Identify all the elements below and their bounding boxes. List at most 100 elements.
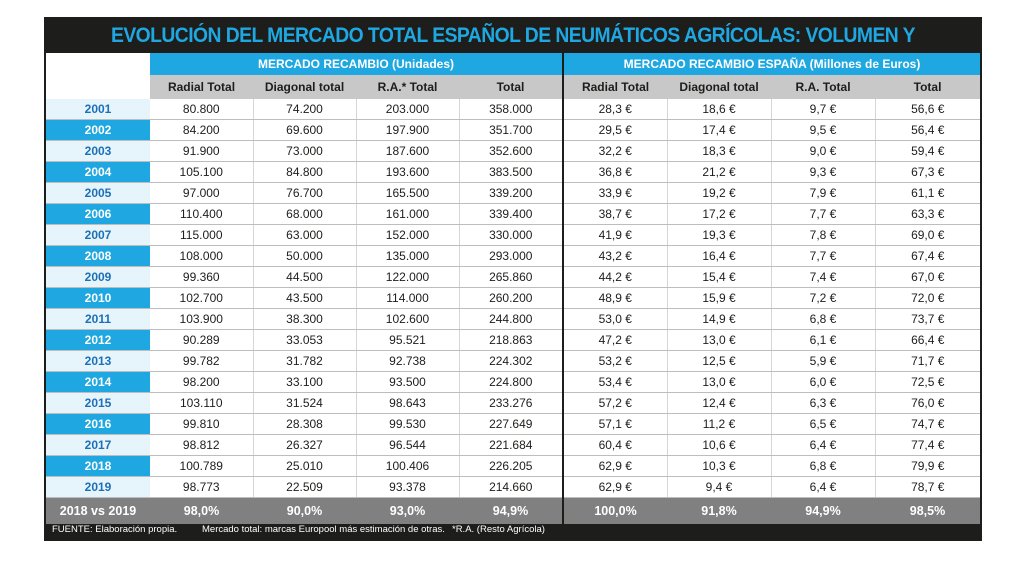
data-cell: 9,4 €	[666, 476, 772, 498]
data-cell: 59,4 €	[874, 140, 981, 162]
data-cell: 66,4 €	[874, 329, 981, 351]
data-cell: 41,9 €	[562, 224, 668, 246]
data-cell: 57,2 €	[562, 392, 668, 414]
year-cell: 2004	[46, 161, 150, 183]
data-cell: 63.000	[252, 224, 356, 246]
data-cell: 43,2 €	[562, 245, 668, 267]
group-header-euros: MERCADO RECAMBIO ESPAÑA (Millones de Eur…	[562, 53, 981, 75]
data-cell: 33.100	[252, 371, 356, 393]
table-row: 2006 110.400 68.000 161.000 339.400 38,7 €17,…	[46, 203, 981, 225]
data-cell: 53,4 €	[562, 371, 668, 393]
data-cell: 26.327	[252, 434, 356, 456]
data-cell: 67,0 €	[874, 266, 981, 288]
data-cell: 244.800	[458, 308, 564, 330]
data-cell: 74.200	[252, 99, 356, 120]
year-cell: 2005	[46, 182, 150, 204]
data-cell: 103.900	[150, 308, 253, 330]
data-cell: 6,1 €	[770, 329, 876, 351]
footer: FUENTE: Elaboración propia. Mercado tota…	[44, 519, 982, 541]
data-cell: 100.406	[355, 455, 459, 477]
data-cell: 19,2 €	[666, 182, 772, 204]
data-cell: 108.000	[150, 245, 253, 267]
data-cell: 57,1 €	[562, 413, 668, 435]
data-cell: 358.000	[458, 99, 564, 120]
data-cell: 74,7 €	[874, 413, 981, 435]
data-cell: 38.300	[252, 308, 356, 330]
data-cell: 6,5 €	[770, 413, 876, 435]
data-cell: 165.500	[355, 182, 459, 204]
summary-label: 2018 vs 2019	[46, 497, 150, 524]
data-cell: 28,3 €	[562, 99, 668, 120]
summary-cell: 93,0%	[356, 497, 459, 524]
data-cell: 193.600	[355, 161, 459, 183]
data-cell: 10,3 €	[666, 455, 772, 477]
data-cell: 22.509	[252, 476, 356, 498]
data-cell: 10,6 €	[666, 434, 772, 456]
data-cell: 99.360	[150, 266, 253, 288]
data-cell: 227.649	[458, 413, 564, 435]
data-cell: 339.200	[458, 182, 564, 204]
table-row: 2015 103.110 31.524 98.643 233.276 57,2 €12,4…	[46, 392, 981, 414]
summary-cell: 98,0%	[150, 497, 253, 524]
year-cell: 2006	[46, 203, 150, 225]
data-cell: 7,7 €	[770, 203, 876, 225]
table-row: 2005 97.000 76.700 165.500 339.200 33,9 €19,2…	[46, 182, 981, 204]
data-cell: 7,7 €	[770, 245, 876, 267]
data-cell: 161.000	[355, 203, 459, 225]
data-cell: 152.000	[355, 224, 459, 246]
data-cell: 72,5 €	[874, 371, 981, 393]
data-cell: 11,2 €	[666, 413, 772, 435]
data-cell: 72,0 €	[874, 287, 981, 309]
data-cell: 44,2 €	[562, 266, 668, 288]
data-cell: 33,9 €	[562, 182, 668, 204]
data-cell: 12,5 €	[666, 350, 772, 372]
data-cell: 98.773	[150, 476, 253, 498]
data-cell: 102.700	[150, 287, 253, 309]
table-row: 2008 108.000 50.000 135.000 293.000 43,2 €16,…	[46, 245, 981, 267]
data-cell: 7,9 €	[770, 182, 876, 204]
summary-cell: 100,0%	[562, 497, 668, 524]
data-cell: 53,0 €	[562, 308, 668, 330]
data-cell: 84.200	[150, 119, 253, 141]
data-cell: 96.544	[355, 434, 459, 456]
data-cell: 102.600	[355, 308, 459, 330]
data-cell: 17,4 €	[666, 119, 772, 141]
data-cell: 92.738	[355, 350, 459, 372]
table-row: 2009 99.360 44.500 122.000 265.860 44,2 €15,4…	[46, 266, 981, 288]
year-cell: 2018	[46, 455, 150, 477]
data-cell: 339.400	[458, 203, 564, 225]
data-cell: 73.000	[252, 140, 356, 162]
data-cell: 31.524	[252, 392, 356, 414]
data-cell: 6,4 €	[770, 476, 876, 498]
data-cell: 69.600	[252, 119, 356, 141]
data-cell: 76,0 €	[874, 392, 981, 414]
data-cell: 218.863	[458, 329, 564, 351]
data-cell: 17,2 €	[666, 203, 772, 225]
data-cell: 25.010	[252, 455, 356, 477]
data-cell: 93.500	[355, 371, 459, 393]
table-frame: EVOLUCIÓN DEL MERCADO TOTAL ESPAÑOL DE N…	[44, 17, 982, 541]
summary-cell: 91,8%	[667, 497, 772, 524]
data-cell: 6,8 €	[770, 455, 876, 477]
year-cell: 2013	[46, 350, 150, 372]
year-cell: 2012	[46, 329, 150, 351]
data-cell: 383.500	[458, 161, 564, 183]
data-cell: 90.289	[150, 329, 253, 351]
table-row: 2001 80.800 74.200 203.000 358.000 28,3 €18,6…	[46, 99, 981, 120]
data-cell: 28.308	[252, 413, 356, 435]
data-cell: 14,9 €	[666, 308, 772, 330]
data-cell: 214.660	[458, 476, 564, 498]
data-cell: 68.000	[252, 203, 356, 225]
data-cell: 69,0 €	[874, 224, 981, 246]
data-cell: 15,9 €	[666, 287, 772, 309]
table-row: 2012 90.289 33.053 95.521 218.863 47,2 €13,0 …	[46, 329, 981, 351]
year-cell: 2003	[46, 140, 150, 162]
data-cell: 19,3 €	[666, 224, 772, 246]
column-header: R.A. Total	[771, 75, 876, 99]
column-header: Radial Total	[562, 75, 668, 99]
data-cell: 95.521	[355, 329, 459, 351]
data-cell: 18,6 €	[666, 99, 772, 120]
column-header: Total	[459, 75, 564, 99]
table-row: 2011 103.900 38.300 102.600 244.800 53,0 €14,…	[46, 308, 981, 330]
data-cell: 110.400	[150, 203, 253, 225]
